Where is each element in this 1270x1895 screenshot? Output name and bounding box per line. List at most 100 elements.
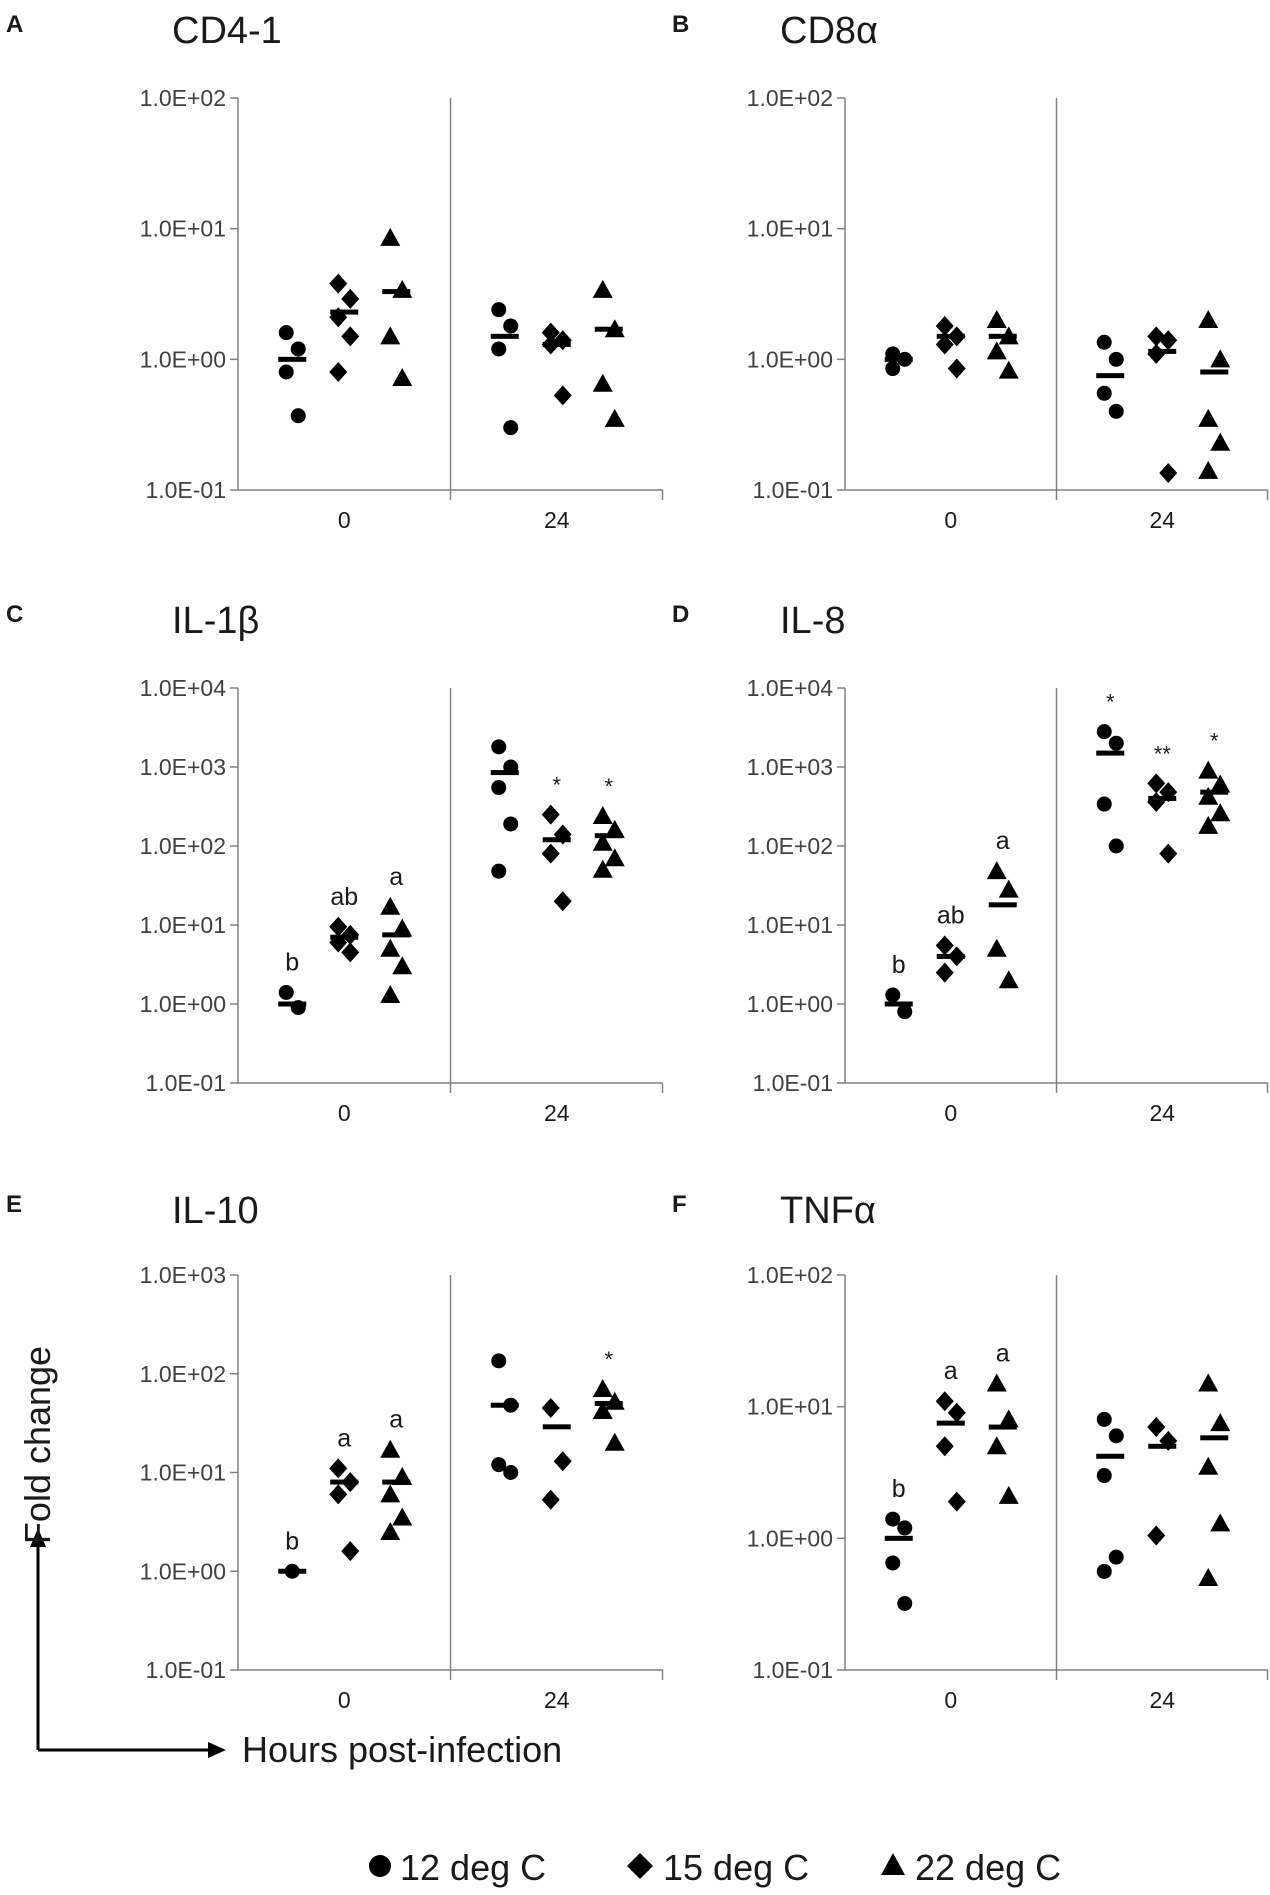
x-axis-label: Hours post-infection <box>242 1729 562 1770</box>
y-tick-label: 1.0E-01 <box>145 477 226 503</box>
x-tick-label: 0 <box>944 1100 957 1126</box>
panel-letter: A <box>6 11 23 38</box>
data-point <box>1147 1417 1166 1438</box>
y-tick-label: 1.0E+01 <box>747 912 833 938</box>
panel-c: C IL-1β 1.0E-01 1.0E+00 1.0E+01 1.0E+02 1.0E+0… <box>6 600 664 1126</box>
mean-bar <box>1096 1453 1125 1459</box>
data-point <box>341 288 360 309</box>
data-point <box>290 408 306 424</box>
data-point <box>392 1507 413 1526</box>
data-point <box>392 956 413 975</box>
data-point <box>380 227 401 246</box>
data-point <box>592 805 613 824</box>
y-axis-label: Fold change <box>17 1346 58 1544</box>
legend-circle-marker <box>369 1855 391 1877</box>
data-point <box>935 1436 954 1457</box>
y-tick-label: 1.0E+04 <box>747 675 834 701</box>
mean-bar <box>936 1420 965 1426</box>
data-point <box>998 360 1019 379</box>
data-point <box>541 804 560 825</box>
data-point <box>604 408 625 427</box>
data-point <box>380 984 401 1003</box>
data-point <box>491 780 507 796</box>
data-point <box>329 273 348 294</box>
data-point <box>380 896 401 915</box>
y-tick-label: 1.0E+00 <box>140 991 226 1017</box>
mean-bar <box>278 1001 307 1007</box>
data-point <box>947 1491 966 1512</box>
data-point <box>380 938 401 957</box>
data-point <box>986 861 1007 880</box>
y-tick-label: 1.0E+02 <box>140 1361 226 1387</box>
panel-title: IL-1β <box>172 600 259 642</box>
y-tick-label: 1.0E-01 <box>752 1657 833 1683</box>
mean-bar <box>988 333 1017 339</box>
mean-bar <box>490 333 519 339</box>
data-point <box>604 1432 625 1451</box>
legend-item-22: 22 deg C <box>881 1847 1061 1888</box>
legend-label-15: 15 deg C <box>663 1847 809 1888</box>
data-point <box>491 302 507 318</box>
data-point <box>592 1400 613 1419</box>
mean-bar <box>1200 369 1229 375</box>
y-tick-label: 1.0E+01 <box>140 1460 226 1486</box>
y-tick-label: 1.0E-01 <box>752 477 833 503</box>
data-point <box>885 361 901 377</box>
y-tick-label: 1.0E+03 <box>140 1262 226 1288</box>
mean-bar <box>382 932 411 938</box>
axis-annotation: Fold change Hours post-infection <box>17 1346 562 1770</box>
data-point <box>592 373 613 392</box>
data-point <box>1108 838 1124 854</box>
data-point <box>329 916 348 937</box>
data-point <box>503 318 519 334</box>
data-point <box>986 938 1007 957</box>
y-tick-label: 1.0E+03 <box>140 754 226 780</box>
panel-title: TNFα <box>780 1190 876 1232</box>
x-tick-label: 0 <box>944 507 957 533</box>
panel-title: IL-10 <box>172 1190 259 1232</box>
mean-bar <box>936 333 965 339</box>
panel-letter: D <box>672 601 689 628</box>
panel-title: IL-8 <box>780 600 845 642</box>
significance-label: b <box>285 1527 299 1555</box>
x-tick-label: 24 <box>1149 1100 1175 1126</box>
x-tick-label: 0 <box>944 1687 957 1713</box>
data-point <box>278 984 294 1000</box>
data-point <box>491 739 507 755</box>
data-point <box>1198 408 1219 427</box>
y-tick-label: 1.0E+00 <box>140 346 226 372</box>
y-tick-label: 1.0E+02 <box>747 833 833 859</box>
data-point <box>1147 343 1166 364</box>
mean-bar <box>884 356 913 362</box>
data-point <box>592 279 613 298</box>
y-tick-label: 1.0E+02 <box>747 1262 833 1288</box>
data-point <box>1159 330 1178 351</box>
data-point <box>1147 1525 1166 1546</box>
legend-item-15: 15 deg C <box>627 1847 809 1888</box>
y-tick-label: 1.0E+01 <box>140 216 226 242</box>
mean-bar <box>542 1424 571 1430</box>
data-point <box>947 358 966 379</box>
data-point <box>1108 1549 1124 1565</box>
mean-bar <box>1200 789 1229 795</box>
mean-bar <box>278 1568 307 1574</box>
data-point <box>278 325 294 341</box>
significance-label: a <box>337 1424 351 1452</box>
mean-bar <box>330 1479 359 1485</box>
data-point <box>553 1451 572 1472</box>
panel-letter: B <box>672 11 689 38</box>
data-point <box>935 935 954 956</box>
significance-label: a <box>996 1339 1010 1367</box>
y-tick-label: 1.0E-01 <box>145 1070 226 1096</box>
significance-label: a <box>389 863 403 891</box>
x-arrow-head <box>208 1742 226 1758</box>
data-point <box>998 1485 1019 1504</box>
significance-label: ab <box>937 902 965 930</box>
mean-bar <box>1148 1443 1177 1449</box>
data-point <box>380 1439 401 1458</box>
data-point <box>998 1409 1019 1428</box>
data-point <box>935 334 954 355</box>
mean-bar <box>382 1479 411 1485</box>
data-point <box>1198 309 1219 328</box>
